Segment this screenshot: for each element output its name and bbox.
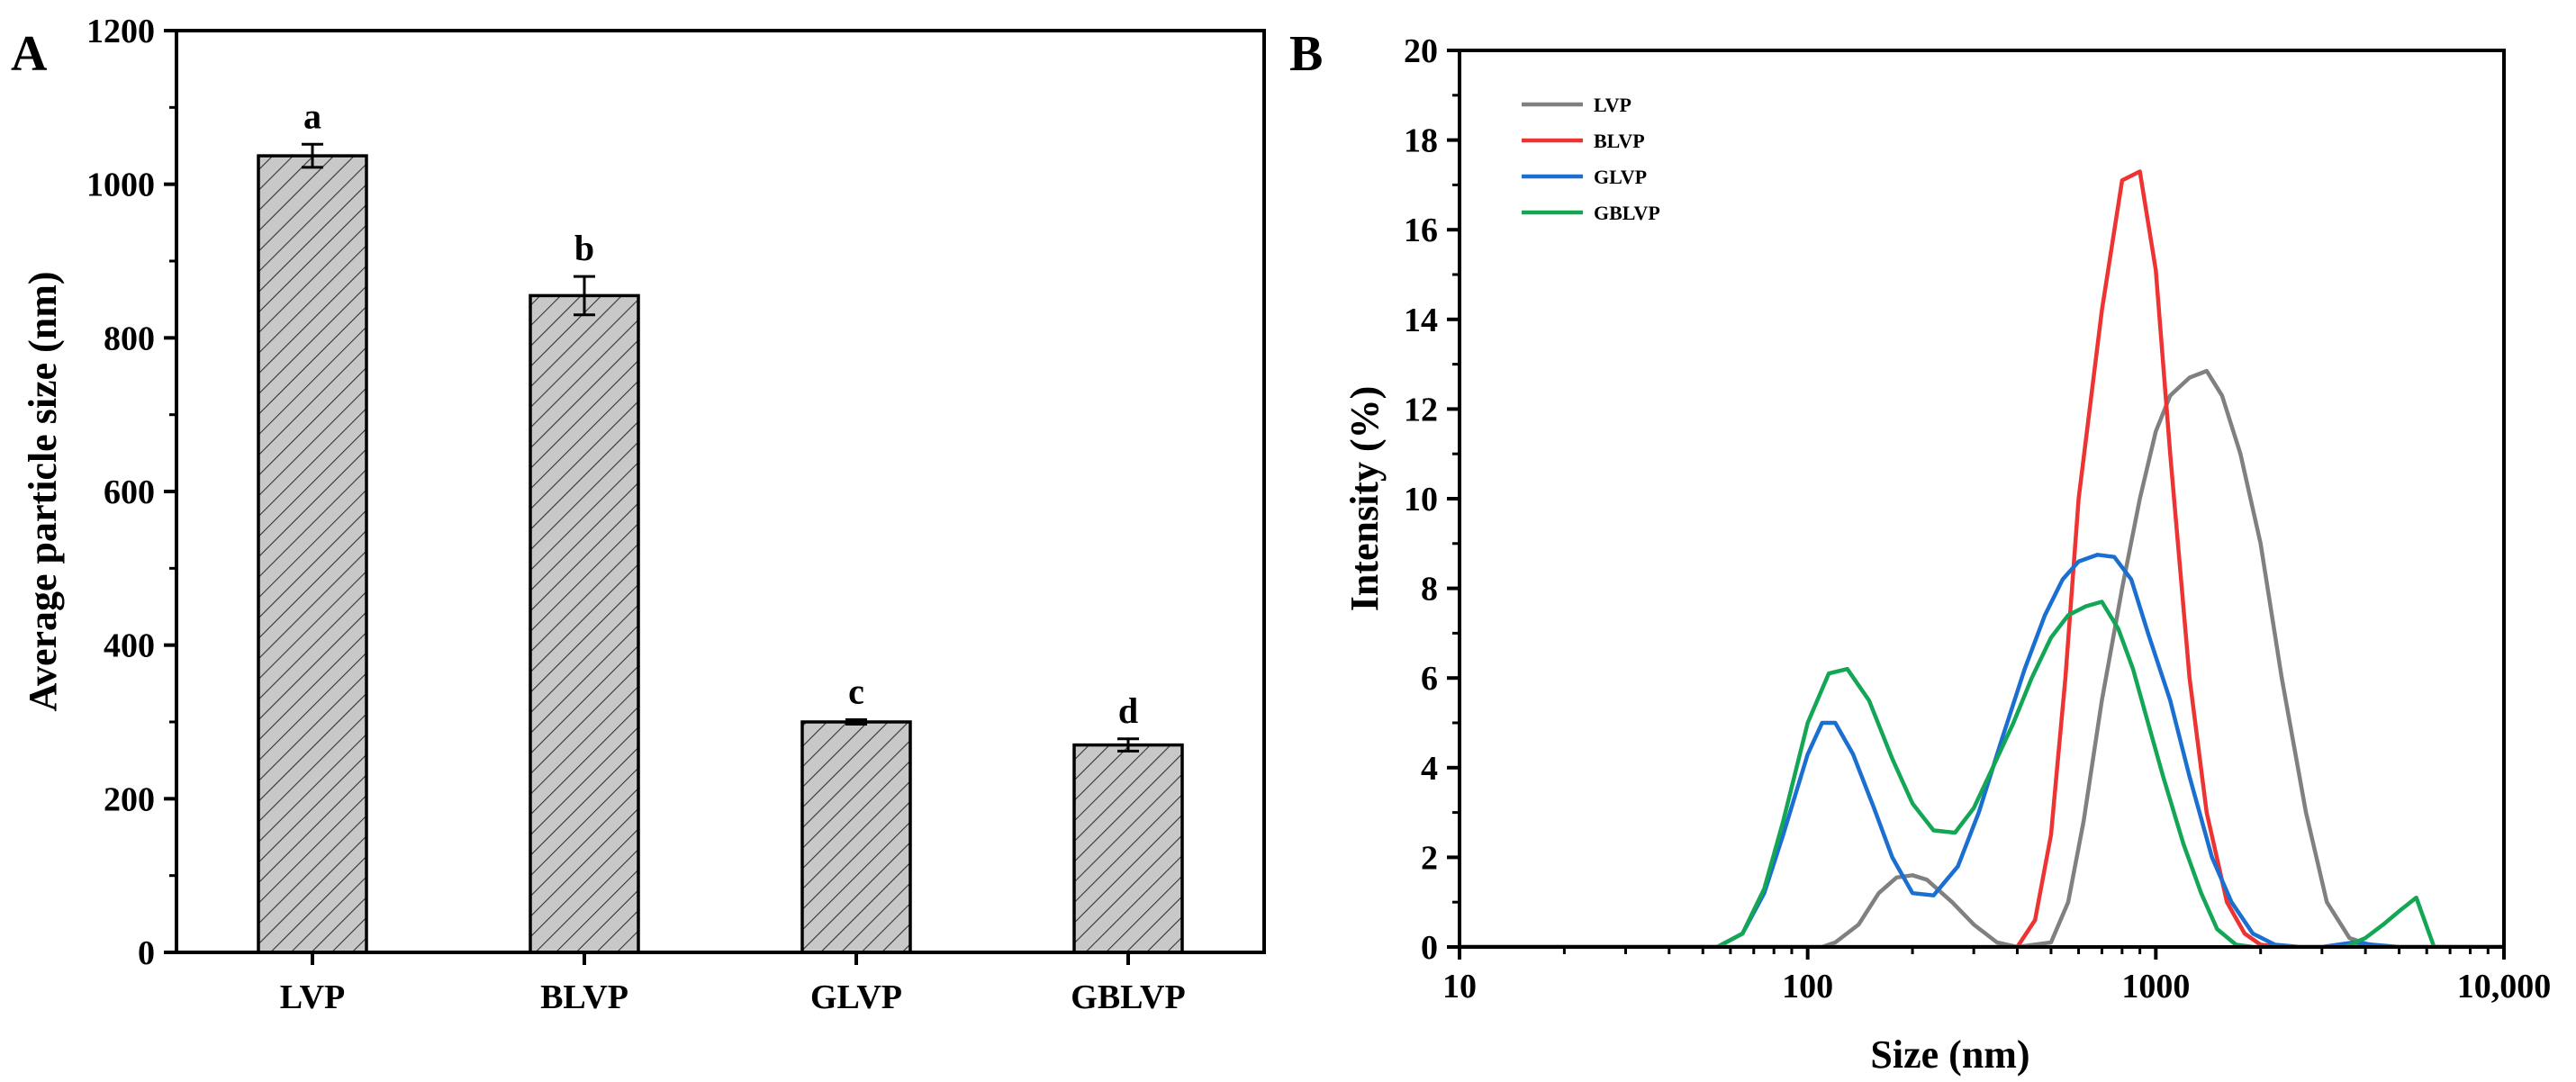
x-tick-label-b: 10,000 — [2457, 968, 2552, 1005]
bar-group: a b c d — [257, 95, 1184, 954]
series-line-lvp — [1460, 368, 2504, 947]
legend-label: LVP — [1594, 94, 1631, 116]
y-tick-label-b: 6 — [1421, 660, 1438, 698]
panel-b-letter: B — [1289, 26, 1323, 82]
y-tick-label-b: 20 — [1404, 32, 1438, 70]
y-tick-label: 1000 — [86, 167, 155, 204]
significance-letter: b — [574, 228, 594, 268]
bar — [800, 720, 912, 954]
bar — [257, 154, 368, 954]
x-tick-label: LVP — [280, 978, 346, 1016]
y-tick-label: 600 — [104, 473, 155, 511]
x-tick-label: BLVP — [540, 978, 628, 1016]
y-axis-ticks: 0 200 400 600 800 1000 1200 — [86, 13, 176, 972]
y-tick-label: 0 — [138, 934, 155, 972]
series-line-glvp — [1460, 553, 2504, 947]
legend-label: GLVP — [1594, 166, 1647, 188]
series-lines — [1460, 169, 2504, 947]
y-tick-label: 400 — [104, 627, 155, 665]
x-tick-label: GBLVP — [1071, 978, 1185, 1016]
x-tick-label: GLVP — [810, 978, 902, 1016]
y-tick-label: 1200 — [86, 13, 155, 50]
plot-frame-b — [1458, 49, 2506, 949]
series-line-blvp — [1460, 169, 2504, 947]
legend: LVP BLVP GLVP GBLVP — [1522, 94, 1660, 224]
panel-a-letter: A — [11, 26, 48, 82]
y-axis-title-b: Intensity (%) — [1342, 386, 1387, 612]
y-tick-label-b: 14 — [1404, 302, 1438, 339]
y-tick-label-b: 12 — [1404, 391, 1438, 428]
series-line-gblvp — [1460, 600, 2504, 947]
panel-b-line-chart: B 0 2 4 6 8 10 12 14 16 18 20 10 100 1000 10,000 Inte… — [1289, 26, 2551, 1077]
legend-label: GBLVP — [1594, 202, 1660, 224]
y-tick-label: 200 — [104, 780, 155, 818]
y-tick-label-b: 10 — [1404, 481, 1438, 518]
panel-a-bar-chart: A a b c d 0 200 400 600 800 1000 1200 LVP BLVP GLVP… — [11, 13, 1266, 1016]
y-tick-label-b: 18 — [1404, 122, 1438, 160]
x-tick-label-b: 100 — [1782, 968, 1833, 1005]
significance-letter: d — [1118, 690, 1138, 731]
y-tick-label-b: 0 — [1421, 929, 1438, 967]
y-tick-label-b: 16 — [1404, 212, 1438, 249]
bar — [1072, 743, 1184, 954]
x-axis-ticks-b: 10 100 1000 10,000 — [1442, 947, 2551, 1005]
y-axis-title: Average particle size (nm) — [21, 271, 65, 711]
x-axis-title-b: Size (nm) — [1870, 1032, 2029, 1077]
bar — [529, 293, 640, 954]
legend-label: BLVP — [1594, 130, 1645, 152]
significance-letter: a — [303, 95, 321, 136]
y-axis-ticks-b: 0 2 4 6 8 10 12 14 16 18 20 — [1404, 32, 1460, 967]
x-tick-label-b: 10 — [1442, 968, 1477, 1005]
significance-letter: c — [848, 671, 864, 711]
y-tick-label-b: 8 — [1421, 571, 1438, 609]
y-tick-label: 800 — [104, 320, 155, 357]
plot-frame-a — [175, 29, 1266, 954]
x-axis-ticks: LVP BLVP GLVP GBLVP — [280, 952, 1186, 1016]
x-tick-label-b: 1000 — [2121, 968, 2190, 1005]
y-tick-label-b: 4 — [1421, 750, 1438, 788]
y-tick-label-b: 2 — [1421, 839, 1438, 877]
